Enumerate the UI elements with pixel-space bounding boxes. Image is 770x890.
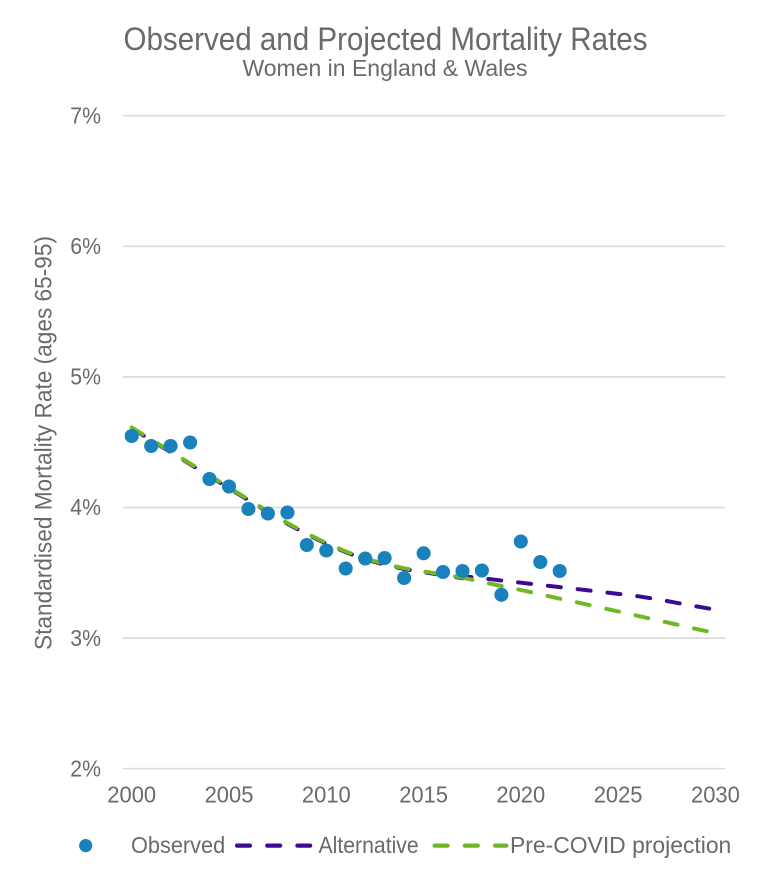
svg-text:4%: 4% (70, 494, 101, 520)
svg-text:3%: 3% (70, 625, 101, 651)
svg-text:Observed and Projected Mortali: Observed and Projected Mortality Rates (124, 21, 648, 57)
svg-text:6%: 6% (70, 233, 101, 259)
svg-text:2000: 2000 (107, 781, 156, 807)
svg-text:Pre-COVID projection: Pre-COVID projection (510, 832, 731, 858)
svg-text:7%: 7% (70, 102, 101, 128)
svg-text:2010: 2010 (302, 781, 351, 807)
svg-text:2030: 2030 (691, 781, 740, 807)
svg-text:2015: 2015 (399, 781, 448, 807)
svg-text:5%: 5% (70, 364, 101, 390)
svg-text:2025: 2025 (594, 781, 643, 807)
svg-text:Standardised Mortality Rate (a: Standardised Mortality Rate (ages 65-95) (31, 236, 58, 650)
svg-text:2%: 2% (70, 755, 101, 781)
svg-text:Women in England & Wales: Women in England & Wales (242, 55, 527, 81)
svg-text:Observed: Observed (131, 832, 225, 858)
svg-text:2005: 2005 (205, 781, 254, 807)
svg-text:2020: 2020 (496, 781, 545, 807)
svg-text:Alternative: Alternative (319, 832, 419, 858)
